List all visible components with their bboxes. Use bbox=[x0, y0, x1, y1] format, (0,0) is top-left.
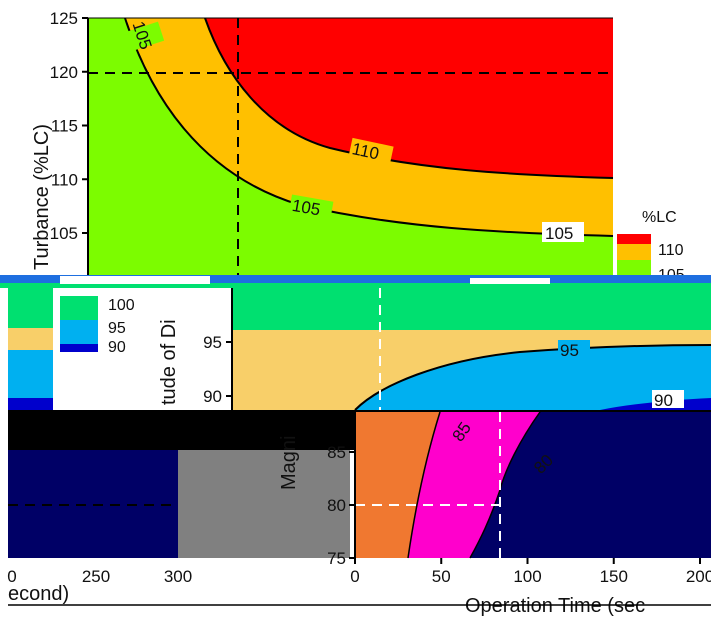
br-x-tick-label: 100 bbox=[513, 567, 541, 586]
top-y-tick-label: 125 bbox=[50, 9, 78, 28]
glitch-band bbox=[0, 275, 711, 288]
top-panel: 110 105 105 105 105 110 115 120 125 Turbance… bbox=[31, 9, 685, 284]
bl-x-tick-label: 300 bbox=[164, 567, 192, 586]
mid-legend: 100 95 90 bbox=[53, 288, 232, 410]
mid-contour-95 bbox=[354, 344, 711, 411]
mid-contour-label-2: 90 bbox=[652, 390, 684, 410]
top-y-tick-label: 115 bbox=[51, 117, 78, 136]
mid-y-ticks: 90 95 bbox=[203, 333, 232, 406]
top-legend: %LC 110 105 bbox=[617, 209, 685, 284]
br-y-tick-label: 75 bbox=[327, 549, 346, 568]
bl-x-tick-label: 0 bbox=[7, 567, 16, 586]
svg-text:90: 90 bbox=[108, 339, 126, 356]
bottom-gray bbox=[178, 450, 350, 558]
br-y-tick-label: 80 bbox=[327, 496, 346, 515]
svg-text:95: 95 bbox=[560, 341, 579, 360]
br-contour-85 bbox=[407, 411, 441, 559]
br-x-tick-label: 50 bbox=[432, 567, 451, 586]
br-y-ticks: 75 80 85 bbox=[327, 443, 355, 568]
bl-x-ticks: 0 250 300 bbox=[7, 567, 192, 586]
mid-y-tick-label: 90 bbox=[203, 387, 222, 406]
svg-text:100: 100 bbox=[108, 297, 135, 314]
svg-text:110: 110 bbox=[658, 242, 684, 259]
mid-fill-green bbox=[232, 288, 711, 330]
top-contour-label-3: 105 bbox=[542, 222, 584, 243]
br-x-tick-label: 0 bbox=[350, 567, 359, 586]
br-y-label: Magni bbox=[278, 436, 300, 490]
mid-left-strip-green bbox=[8, 288, 53, 328]
top-y-tick-label: 110 bbox=[51, 170, 78, 189]
top-fill-red bbox=[205, 18, 613, 178]
svg-text:95: 95 bbox=[108, 320, 126, 337]
contour-110 bbox=[204, 17, 614, 179]
bl-x-label: econd) bbox=[8, 583, 69, 605]
svg-text:105: 105 bbox=[545, 224, 573, 243]
svg-text:%LC: %LC bbox=[642, 209, 677, 226]
middle-panel: 95 90 100 95 90 90 95 tude of Di bbox=[8, 288, 711, 411]
top-contour-label-1: 110 bbox=[348, 137, 394, 167]
br-fill-navy bbox=[470, 412, 711, 558]
br-y-tick-label: 85 bbox=[327, 443, 346, 462]
top-y-label: Turbance (%LC) bbox=[31, 124, 53, 270]
svg-text:105: 105 bbox=[291, 196, 322, 220]
br-x-tick-label: 200 bbox=[686, 567, 711, 586]
mid-left-strip-cyan bbox=[8, 350, 53, 398]
top-y-tick-label: 105 bbox=[50, 224, 78, 243]
top-contour-label-2: 105 bbox=[288, 194, 334, 222]
top-y-tick-label: 120 bbox=[50, 63, 78, 82]
br-x-tick-label: 150 bbox=[600, 567, 628, 586]
mid-left-strip-blue bbox=[8, 398, 53, 410]
br-x-ticks: 0 50 100 150 200 bbox=[350, 558, 711, 586]
mid-contour-label-1: 95 bbox=[558, 340, 590, 360]
mid-fill-cyan bbox=[355, 345, 711, 410]
mid-y-label: tude of Di bbox=[158, 319, 180, 405]
mid-left-strip-gold bbox=[8, 328, 53, 350]
svg-text:90: 90 bbox=[654, 391, 673, 410]
bl-x-tick-label: 250 bbox=[82, 567, 110, 586]
br-x-label: Operation Time (sec bbox=[465, 595, 645, 617]
top-contour-label-4: 105 bbox=[121, 19, 165, 53]
top-y-ticks: 105 110 115 120 125 bbox=[50, 9, 88, 243]
mid-y-tick-label: 95 bbox=[203, 333, 222, 352]
